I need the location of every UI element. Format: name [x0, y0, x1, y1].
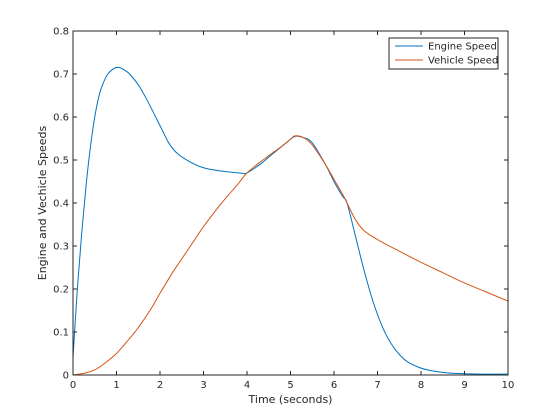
x-tick-label: 9	[461, 380, 467, 391]
legend-label-engine-speed: Engine Speed	[428, 42, 497, 53]
y-tick: 0.6	[53, 113, 508, 124]
series-line-vehicle-speed	[72, 135, 509, 376]
x-tick: 10	[502, 31, 515, 391]
x-tick: 1	[113, 31, 120, 391]
x-ticks: 0 1 2 3 4 5 6 7 8 9 10	[70, 31, 515, 391]
y-tick-label: 0.7	[53, 70, 69, 81]
y-tick-label: 0	[63, 371, 69, 382]
y-tick: 0.4	[53, 199, 508, 210]
y-tick-label: 0.1	[53, 328, 69, 339]
series-line-engine-speed	[72, 66, 509, 375]
y-tick-label: 0.3	[53, 242, 69, 253]
y-tick-label: 0.2	[53, 285, 69, 296]
y-tick-label: 0.6	[53, 113, 69, 124]
x-tick-label: 6	[331, 380, 337, 391]
series-layer	[72, 66, 509, 376]
y-tick: 0.7	[53, 70, 508, 81]
x-tick: 9	[461, 31, 468, 391]
y-tick: 0	[63, 371, 508, 382]
x-tick: 2	[157, 31, 163, 391]
x-axis-label: Time (seconds)	[248, 393, 333, 406]
y-tick-label: 0.4	[53, 199, 69, 210]
y-tick: 0.5	[53, 156, 508, 167]
plot-background	[73, 31, 508, 375]
x-tick-label: 5	[287, 380, 293, 391]
x-tick: 5	[287, 31, 294, 391]
x-tick-label: 8	[418, 380, 424, 391]
y-tick-label: 0.8	[53, 27, 69, 38]
x-tick-label: 4	[244, 380, 250, 391]
x-tick-label: 7	[374, 380, 380, 391]
x-tick-label: 3	[200, 380, 206, 391]
y-ticks: 0 0.1 0.2 0.3 0.4 0.5 0.6 0.7 0.8	[53, 27, 508, 382]
x-tick-label: 1	[113, 380, 119, 391]
x-tick: 8	[418, 31, 424, 391]
x-tick-label: 2	[157, 380, 163, 391]
x-tick: 6	[331, 31, 337, 391]
y-axis-label: Engine and Vechicle Speeds	[36, 125, 49, 280]
x-tick-label: 10	[502, 380, 515, 391]
legend: Engine Speed Vehicle Speed	[388, 37, 499, 70]
y-tick-label: 0.5	[53, 156, 69, 167]
x-tick: 4	[244, 31, 250, 391]
x-tick: 7	[374, 31, 381, 391]
x-tick-label: 0	[70, 380, 76, 391]
legend-box	[388, 37, 499, 70]
y-tick: 0.8	[53, 27, 508, 38]
legend-label-vehicle-speed: Vehicle Speed	[428, 56, 498, 67]
x-tick: 0	[70, 31, 76, 391]
y-tick: 0.1	[53, 328, 508, 339]
y-tick: 0.3	[53, 242, 508, 253]
y-tick: 0.2	[53, 285, 508, 296]
x-tick: 3	[200, 31, 207, 391]
